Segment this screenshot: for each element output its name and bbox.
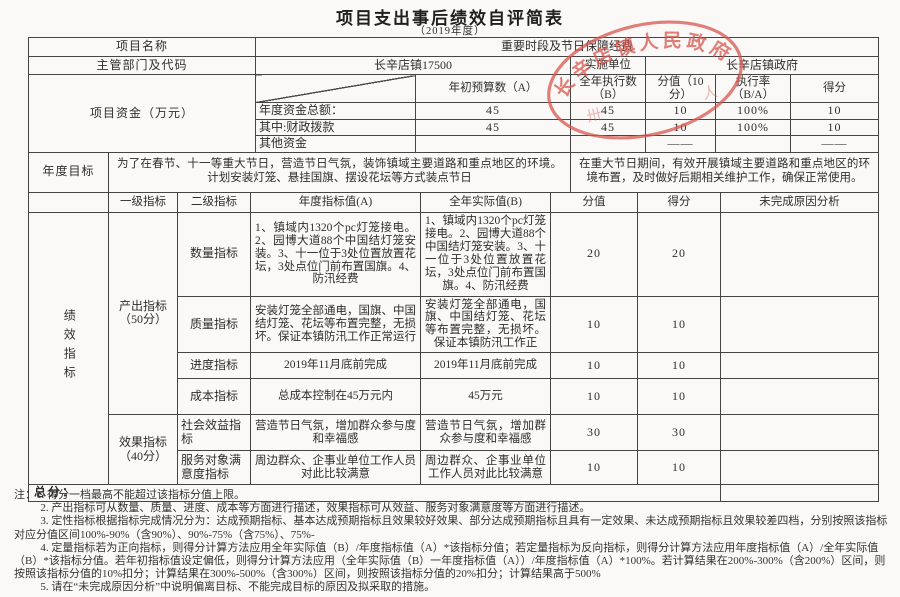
indicator-target-value: 周边群众、企事业单位工作人员对此比较满意 xyxy=(250,450,421,486)
funds-executed-value xyxy=(570,135,646,153)
output-indicator-group-label: 产出指标（50分） xyxy=(108,211,178,416)
annual-goal-row: 年度目标 为了在春节、十一等重大节日，营造节日气氛，装饰镇域主要道路和重点地区的… xyxy=(28,151,879,193)
funds-executed-value: 45 xyxy=(570,102,646,120)
funds-points-value: —— xyxy=(645,135,716,153)
funds-header-budget: 年初预算数（A） xyxy=(415,73,571,104)
header-score: 得分 xyxy=(637,191,721,213)
notes-block: 注：1. 得分一档最高不能超过该指标分值上限。 2. 产出指标可从数量、质量、进… xyxy=(14,489,890,595)
indicator-score: 10 xyxy=(637,450,721,486)
project-name-label: 项目名称 xyxy=(28,37,256,57)
indicator-level2-label: 进度指标 xyxy=(177,352,251,380)
funds-points-value: 10 xyxy=(645,118,716,137)
indicator-actual-value: 营造节日气氛，增加群众参与度和幸福感 xyxy=(420,414,551,452)
funds-points-value: 10 xyxy=(645,102,716,120)
project-funds-section: 项目资金（万元） 年初预算数（A） 全年执行数（B） 分值（10分） 执行率（B… xyxy=(28,73,879,153)
funds-rate-value: 100% xyxy=(715,102,791,120)
header-points: 分值 xyxy=(550,191,638,213)
diagonal-cell xyxy=(255,73,416,104)
funds-rate-value xyxy=(715,135,791,153)
funds-header-points: 分值（10分） xyxy=(645,73,716,104)
indicator-actual-value: 1、镇域内1320个pc灯笼接电。2、园博大道88个中国结灯笼安装。3、十一位于… xyxy=(420,211,551,297)
indicator-score: 30 xyxy=(637,414,721,452)
indicator-points: 20 xyxy=(550,211,638,297)
department-row: 主管部门及代码 长辛店镇17500 实施单位 长辛店镇政府 xyxy=(28,56,879,75)
indicator-target-value: 总成本控制在45万元内 xyxy=(250,378,421,416)
page-title: 项目支出事后绩效自评简表 xyxy=(336,9,564,28)
annual-goal-result: 在重大节日期间，有效开展镇域主要道路和重点地区的环境布置，及时做好后期相关维护工… xyxy=(570,151,879,193)
annual-goal-plan: 为了在春节、十一等重大节日，营造节日气氛，装饰镇域主要道路和重点地区的环境。计划… xyxy=(108,151,571,193)
page-subtitle: （2019年度） xyxy=(414,26,486,37)
project-name-value: 重要时段及节日保障经费 xyxy=(255,37,879,57)
effect-indicator-group-label: 效果指标（40分） xyxy=(108,414,178,486)
indicator-actual-value: 安装灯笼全部通电，国旗、中国结灯笼、花坛等布置完整，无损坏。保证本镇防汛工作正 xyxy=(420,295,551,354)
funds-score-value: 10 xyxy=(790,118,879,137)
funds-rate-value: 100% xyxy=(715,118,791,137)
indicator-score: 10 xyxy=(637,352,721,380)
impl-unit-value: 长辛店镇政府 xyxy=(645,56,879,75)
indicator-reason-cell xyxy=(720,414,879,452)
header-level1: 一级指标 xyxy=(108,191,178,213)
self-evaluation-table: 项目名称 重要时段及节日保障经费 主管部门及代码 长辛店镇17500 实施单位 … xyxy=(28,37,879,502)
funds-row-label: 其他资金 xyxy=(255,135,416,153)
funds-header-executed: 全年执行数（B） xyxy=(570,73,646,104)
indicator-level2-label: 成本指标 xyxy=(177,378,251,416)
annual-goal-label: 年度目标 xyxy=(28,151,109,193)
indicator-target-value: 2019年11月底前完成 xyxy=(250,352,421,380)
funds-row-label: 年度资金总额： xyxy=(255,102,416,120)
indicators-corner-cell xyxy=(28,191,109,213)
indicator-reason-cell xyxy=(720,450,879,486)
indicator-level2-label: 社会效益指标 xyxy=(177,414,251,452)
impl-unit-label: 实施单位 xyxy=(570,56,646,75)
total-score-label: 总分： xyxy=(28,484,721,502)
note-line: 2. 产出指标可从数量、质量、进度、成本等方面进行描述，效果指标可从效益、服务对… xyxy=(40,502,591,515)
indicator-points: 10 xyxy=(550,450,638,486)
indicator-level2-label: 服务对象满意度指标 xyxy=(177,450,251,486)
indicators-section: 一级指标 二级指标 年度指标值(A) 全年实际值(B) 分值 得分 未完成原因分… xyxy=(28,191,879,502)
indicator-score: 20 xyxy=(637,211,721,297)
header-actual: 全年实际值(B) xyxy=(420,191,551,213)
note-line: 3. 定性指标根据指标完成情况分为：达成预期指标、基本达成预期指标且效果较好效果… xyxy=(14,515,888,541)
funds-budget-value xyxy=(415,135,571,153)
dept-label: 主管部门及代码 xyxy=(28,56,256,75)
indicator-level2-label: 数量指标 xyxy=(177,211,251,297)
header-reason: 未完成原因分析 xyxy=(720,191,879,213)
indicator-level2-label: 质量指标 xyxy=(177,295,251,354)
indicator-points: 10 xyxy=(550,295,638,354)
funds-score-value: —— xyxy=(790,135,879,153)
indicator-actual-value: 45万元 xyxy=(420,378,551,416)
funds-executed-value: 45 xyxy=(570,118,646,137)
indicator-target-value: 安装灯笼全部通电，国旗、中国结灯笼、花坛等布置完整，无损坏。保证本镇防汛工作正常… xyxy=(250,295,421,354)
indicator-target-value: 营造节日气氛，增加群众参与度和幸福感 xyxy=(250,414,421,452)
performance-indicators-text: 绩效指标 xyxy=(62,308,77,385)
indicator-points: 10 xyxy=(550,378,638,416)
indicator-reason-cell xyxy=(720,378,879,416)
total-score-reason-cell xyxy=(720,484,879,502)
funds-row-label: 其中:财政拨款 xyxy=(255,118,416,137)
note-line: 注：1. 得分一档最高不能超过该指标分值上限。 xyxy=(14,489,245,501)
indicator-actual-value: 2019年11月底前完成 xyxy=(420,352,551,380)
funds-budget-value: 45 xyxy=(415,102,571,120)
note-line: 4. 定量指标若为正向指标，则得分计算方法应用全年实际值（B）/年度指标值（A）… xyxy=(14,541,886,581)
dept-value: 长辛店镇17500 xyxy=(255,56,571,75)
funds-header-score: 得分 xyxy=(790,73,879,104)
funds-score-value: 10 xyxy=(790,102,879,120)
indicator-points: 30 xyxy=(550,414,638,452)
project-name-row: 项目名称 重要时段及节日保障经费 xyxy=(28,37,879,57)
indicator-score: 10 xyxy=(637,378,721,416)
indicator-target-value: 1、镇域内1320个pc灯笼接电。2、园博大道88个中国结灯笼安装。3、十一位于… xyxy=(250,211,421,297)
indicator-actual-value: 周边群众、企事业单位工作人员对此比较满意 xyxy=(420,450,551,486)
note-line: 5. 请在“未完成原因分析”中说明偏离目标、不能完成目标的原因及拟采取的措施。 xyxy=(40,581,436,594)
performance-indicators-label: 绩效指标 xyxy=(28,211,109,486)
funds-header-rate: 执行率（B/A） xyxy=(715,73,791,104)
indicator-score: 10 xyxy=(637,295,721,354)
indicator-points: 10 xyxy=(550,352,638,380)
header-level2: 二级指标 xyxy=(177,191,251,213)
indicator-reason-cell xyxy=(720,352,879,380)
indicator-reason-cell xyxy=(720,295,879,354)
header-target: 年度指标值(A) xyxy=(250,191,421,213)
indicator-reason-cell xyxy=(720,211,879,297)
funds-label: 项目资金（万元） xyxy=(28,74,256,153)
funds-budget-value: 45 xyxy=(415,118,571,137)
